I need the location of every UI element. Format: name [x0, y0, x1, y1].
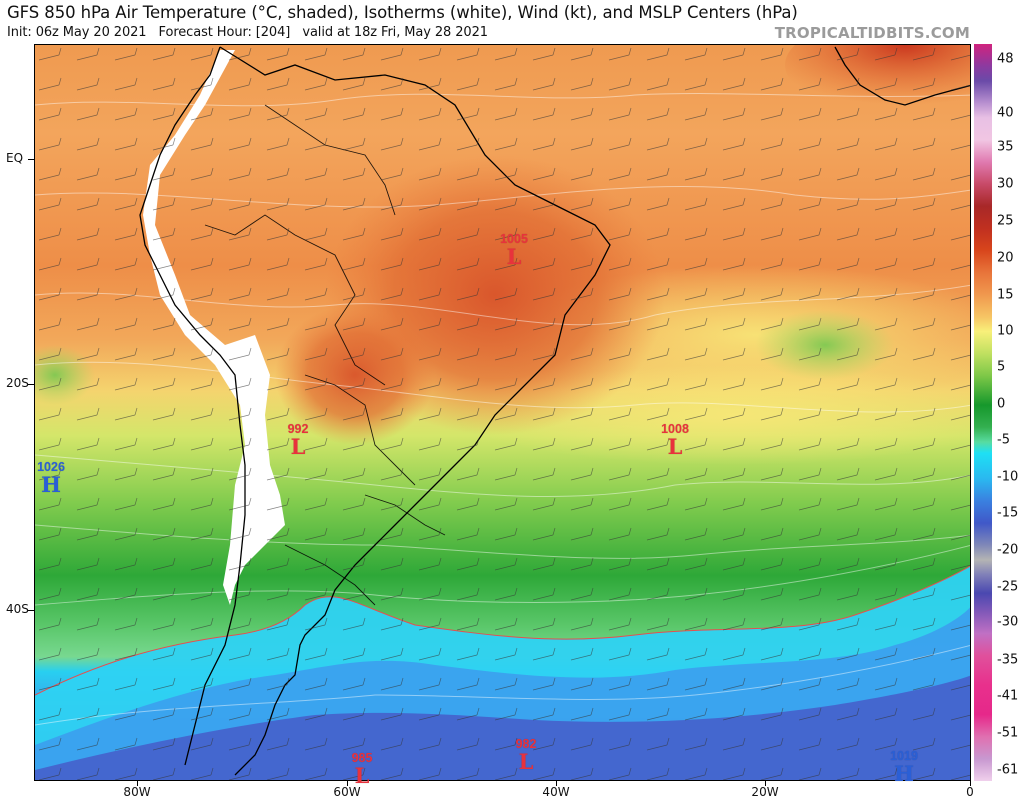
- colorbar-label: -30: [997, 614, 1019, 630]
- lat-label-eq: EQ: [6, 151, 24, 165]
- pressure-value: 985: [351, 751, 373, 765]
- lon-tick: [970, 781, 971, 786]
- high-symbol: H: [894, 760, 914, 786]
- colorbar-label: -61: [997, 762, 1019, 778]
- high-pressure-center: 1026 H: [37, 461, 65, 495]
- map-shading: [35, 45, 970, 780]
- pressure-value: 982: [515, 737, 537, 751]
- colorbar-label: 10: [997, 323, 1014, 339]
- pressure-value: 992: [287, 422, 309, 436]
- pressure-value: 1008: [661, 422, 689, 436]
- colorbar-label: -5: [997, 432, 1010, 448]
- colorbar-label: -35: [997, 652, 1019, 668]
- colorbar-label: 25: [997, 213, 1014, 229]
- lat-tick: [28, 159, 34, 160]
- low-symbol: L: [506, 243, 522, 269]
- colorbar-label: -41: [997, 688, 1019, 704]
- lon-tick: [765, 781, 766, 786]
- colorbar-label: -15: [997, 505, 1019, 521]
- colorbar-label: 20: [997, 250, 1014, 266]
- high-symbol: H: [41, 471, 61, 497]
- low-pressure-center: 985 L: [352, 752, 373, 786]
- pressure-value: 1019: [890, 749, 918, 763]
- low-symbol: L: [290, 433, 306, 459]
- low-pressure-center: 1008 L: [661, 423, 689, 457]
- lon-label-0: 0: [966, 785, 974, 799]
- lat-tick: [28, 384, 34, 385]
- lon-tick: [137, 781, 138, 786]
- high-pressure-center: 1019 H: [890, 750, 918, 784]
- lon-label-20w: 20W: [751, 785, 779, 799]
- colorbar-label: -20: [997, 542, 1019, 558]
- temperature-colorbar: [974, 44, 992, 781]
- colorbar-label: 30: [997, 176, 1014, 192]
- low-symbol: L: [667, 433, 683, 459]
- temperature-map: [34, 44, 971, 781]
- pressure-value: 1005: [500, 232, 528, 246]
- lon-tick: [556, 781, 557, 786]
- pressure-value: 1026: [37, 460, 65, 474]
- colorbar-label: 15: [997, 287, 1014, 303]
- low-pressure-center: 992 L: [288, 423, 309, 457]
- colorbar-label: -25: [997, 579, 1019, 595]
- colorbar-label: -51: [997, 725, 1019, 741]
- colorbar-label: -10: [997, 469, 1019, 485]
- colorbar-gradient: [974, 44, 992, 781]
- colorbar-label: 40: [997, 105, 1014, 121]
- brand-watermark: TROPICALTIDBITS.COM: [774, 24, 970, 42]
- low-symbol: L: [354, 762, 370, 788]
- low-pressure-center: 1005 L: [500, 233, 528, 267]
- lon-label-80w: 80W: [123, 785, 151, 799]
- low-pressure-center: 982 L: [516, 738, 537, 772]
- colorbar-label: 48: [997, 51, 1014, 67]
- lon-tick: [347, 781, 348, 786]
- colorbar-label: 5: [997, 359, 1006, 375]
- colorbar-label: 0: [997, 396, 1006, 412]
- lon-label-40w: 40W: [542, 785, 570, 799]
- lon-label-60w: 60W: [333, 785, 361, 799]
- lat-label-40s: 40S: [6, 602, 29, 616]
- lat-tick: [28, 610, 34, 611]
- forecast-info: Init: 06z May 20 2021 Forecast Hour: [20…: [7, 25, 488, 40]
- colorbar-label: 35: [997, 139, 1014, 155]
- lat-label-20s: 20S: [6, 376, 29, 390]
- map-title: GFS 850 hPa Air Temperature (°C, shaded)…: [7, 3, 798, 22]
- low-symbol: L: [518, 748, 534, 774]
